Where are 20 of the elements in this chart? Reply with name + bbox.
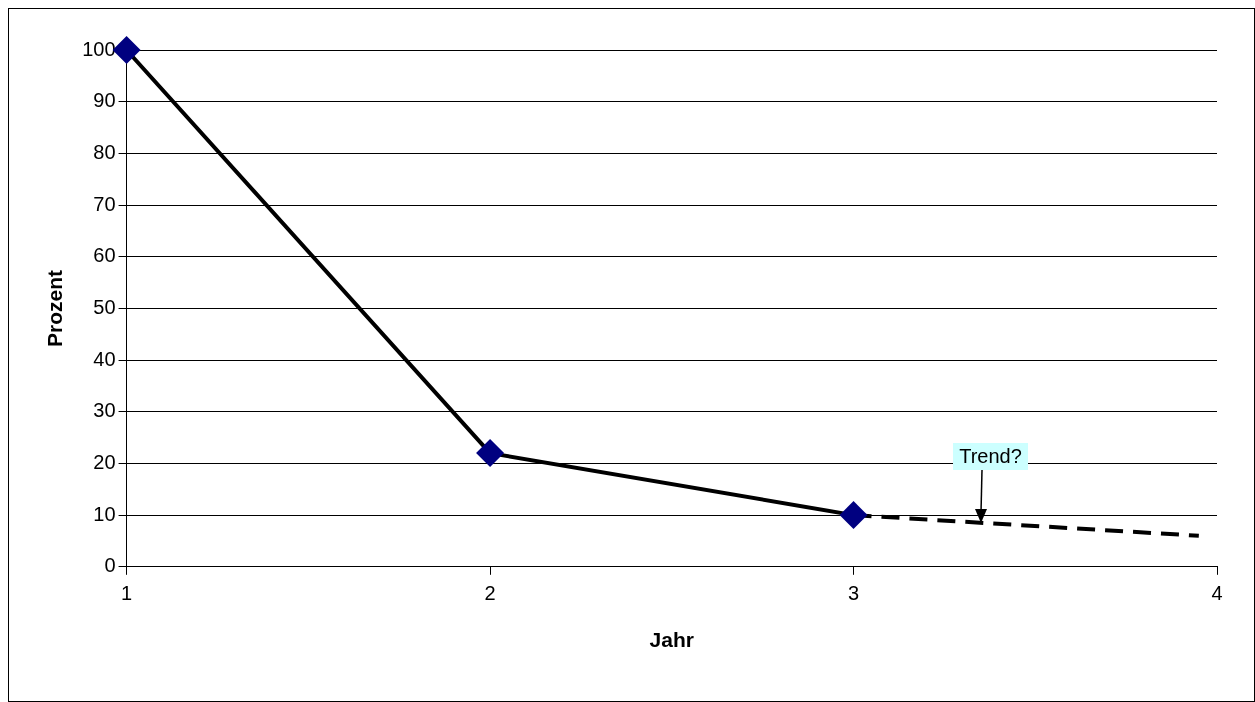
y-axis-title: Prozent xyxy=(43,269,67,347)
y-tick-label: 30 xyxy=(93,399,116,422)
x-axis-title: Jahr xyxy=(649,628,694,652)
y-tick-label: 20 xyxy=(93,450,116,473)
x-tick-label: 1 xyxy=(121,582,133,605)
x-tick-label: 4 xyxy=(1211,582,1223,605)
x-tick-label: 2 xyxy=(484,582,496,605)
y-tick-label: 0 xyxy=(104,554,116,577)
point xyxy=(476,439,505,468)
y-tick-label: 10 xyxy=(93,502,116,525)
y-tick-label: 40 xyxy=(93,347,116,370)
y-tick-label: 90 xyxy=(93,89,116,112)
point xyxy=(839,501,868,530)
y-tick-label: 50 xyxy=(93,295,116,318)
x-tick-label: 3 xyxy=(847,582,860,605)
annotation: Trend? xyxy=(953,442,1028,470)
y-tick-label: 70 xyxy=(93,192,116,215)
y-tick-label: 80 xyxy=(93,140,116,163)
y-tick-label: 60 xyxy=(93,244,116,267)
y-tick-label: 100 xyxy=(82,37,116,60)
